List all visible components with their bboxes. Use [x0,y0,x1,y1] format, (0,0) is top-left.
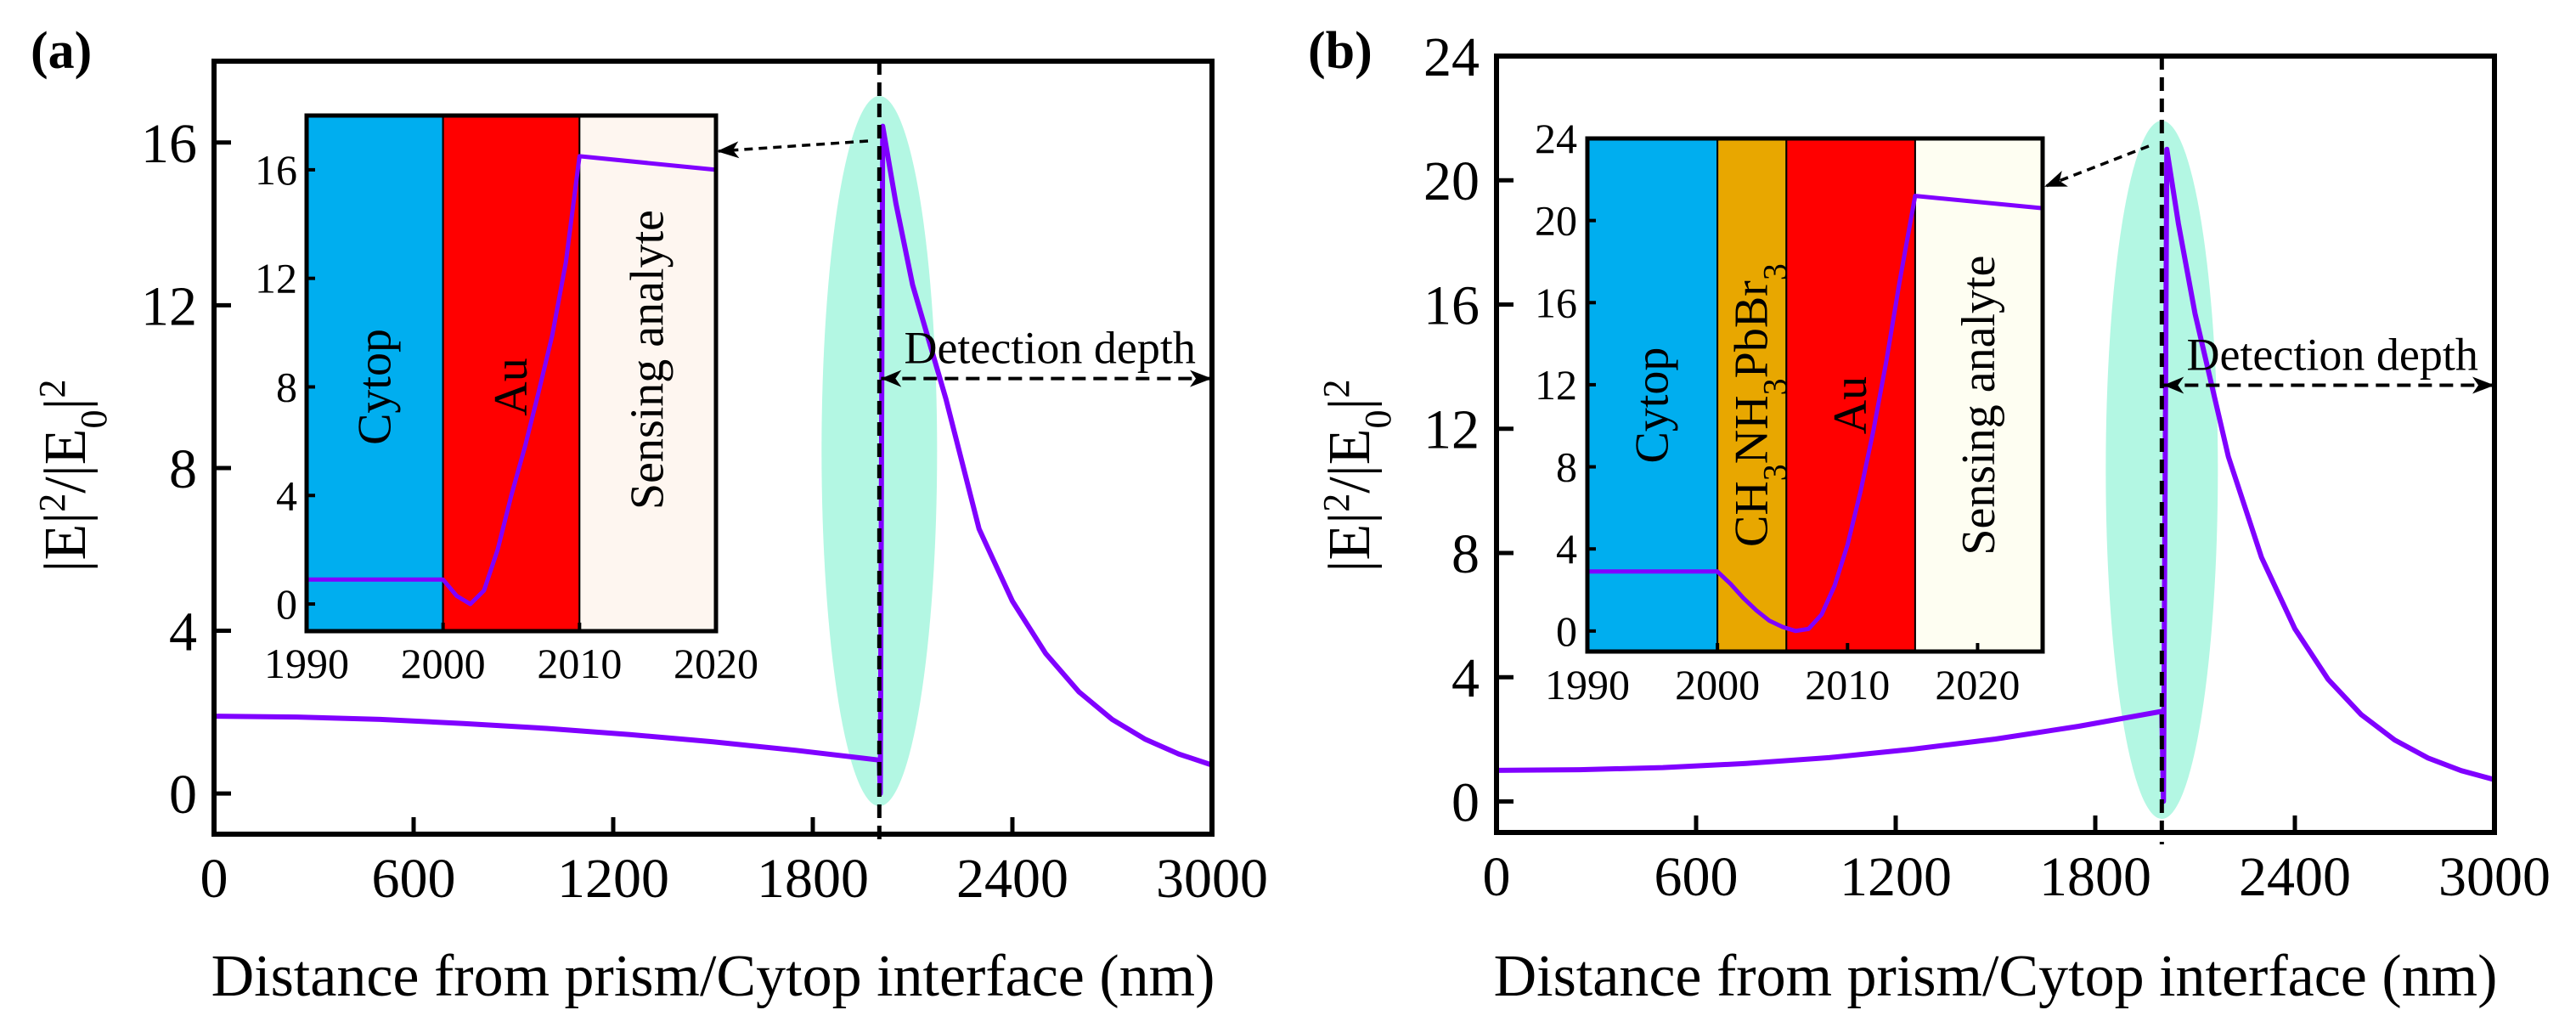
inset-y-tick-label: 4 [1556,525,1577,573]
x-tick-label: 3000 [1156,848,1268,910]
arrowhead-left [2163,376,2184,394]
layer-label-part: 3 [1756,378,1794,395]
x-tick-label: 1800 [2039,846,2151,908]
inset-y-tick-label: 20 [1535,197,1577,245]
y-tick-label: 16 [141,113,197,175]
inset-y-tick-label: 16 [1535,279,1577,326]
detection-depth-label: Detection depth [2186,330,2477,381]
inset-x-tick-label: 2000 [1675,661,1760,708]
panel-label: (b) [1308,22,1373,80]
y-tick-label: 20 [1423,150,1480,212]
y-axis-title-part: 2 [1316,379,1357,398]
y-tick-label: 16 [1423,274,1480,336]
x-tick-label: 600 [372,848,456,910]
inset-y-tick-label: 12 [255,255,297,302]
inset-layer-label: Sensing analyte [622,210,674,510]
y-axis-title-part: 0 [1357,409,1399,428]
x-tick-label: 3000 [2438,846,2551,908]
inset-y-tick-label: 0 [276,580,297,628]
x-tick-label: 1200 [557,848,669,910]
inset-x-tick-label: 2000 [401,640,486,687]
y-axis-title-part: /|E [1317,428,1383,493]
main-axes-frame [211,59,1215,837]
detection-depth-label: Detection depth [904,323,1195,374]
layer-label-part: NH [1726,395,1778,464]
y-tick-label: 8 [169,438,197,500]
inset-axes-frame [304,113,719,634]
inset-layer-label: Cytop [348,329,401,445]
inset-x-tick-label: 2010 [537,640,622,687]
inset-y-tick-label: 4 [276,471,297,519]
main-axes-frame [1494,54,2497,835]
y-axis-title-part: | [1317,398,1383,409]
y-tick-label: 4 [1451,647,1480,709]
inset-x-tick-label: 1990 [264,640,349,687]
arrowhead-left [881,370,902,387]
y-axis-title-part: | [33,398,99,409]
layer-label-part: 3 [1756,464,1794,481]
inset-y-tick-label: 8 [276,363,297,410]
inset-x-tick-label: 1990 [1545,661,1630,708]
x-tick-label: 1200 [1840,846,1952,908]
inset-layer-label: Au [485,358,538,415]
x-tick-label: 600 [1654,846,1739,908]
x-axis-title: Distance from prism/Cytop interface (nm) [211,944,1215,1009]
inset-x-tick-label: 2020 [674,640,758,687]
inset-field-line [307,154,717,607]
y-axis-title-part: 2 [31,379,73,398]
x-tick-label: 0 [200,848,228,910]
y-axis-title: |E|2/|E0|2 [31,379,115,572]
layer-label-part: PbBr [1726,280,1778,378]
inset-y-tick-label: 8 [1556,443,1577,491]
inset-layer-label: CH3NH3PbBr3 [1726,263,1795,547]
inset-field-line [1587,194,2043,634]
inset-layer-cytop [306,115,444,632]
y-tick-label: 24 [1423,26,1480,88]
y-axis-title-part: |E| [1317,512,1383,573]
y-tick-label: 8 [1451,523,1480,585]
layer-label-part: CH [1726,481,1778,547]
y-axis-title-part: 2 [1316,494,1357,512]
inset-y-tick-label: 12 [1535,361,1577,409]
y-tick-label: 0 [169,764,197,826]
y-tick-label: 4 [169,601,197,663]
inset-x-tick-label: 2010 [1805,661,1890,708]
y-axis-title: |E|2/|E0|2 [1316,379,1399,572]
inset-pointer-arrow [717,139,869,159]
y-tick-label: 0 [1451,771,1480,833]
inset-layer-label: Sensing analyte [1953,256,2005,556]
inset-axes-frame [1585,136,2045,654]
inset-layer-label: Au [1824,376,1877,434]
panel-label: (a) [31,22,92,80]
field-intensity-line [1496,146,2495,804]
y-tick-label: 12 [141,275,197,337]
field-intensity-line [213,123,1213,797]
layer-label-part: 3 [1756,263,1794,280]
x-tick-label: 0 [1483,846,1511,908]
y-axis-title-part: 2 [31,494,73,512]
y-axis-title-part: |E| [33,512,99,573]
x-tick-label: 1800 [757,848,869,910]
inset-layer-sensing-analyte [578,115,717,632]
y-axis-title-part: /|E [33,428,99,493]
y-axis-title-part: 0 [73,409,115,428]
inset-x-tick-label: 2020 [1935,661,2020,708]
inset-layer-label: Cytop [1626,347,1679,464]
inset-y-tick-label: 16 [255,146,297,194]
x-axis-title: Distance from prism/Cytop interface (nm) [1494,944,2498,1009]
inset-y-tick-label: 24 [1535,115,1577,162]
x-tick-label: 2400 [956,848,1068,910]
inset-y-tick-label: 0 [1556,607,1577,655]
x-tick-label: 2400 [2239,846,2351,908]
inset-layer-au [1785,138,1916,652]
y-tick-label: 12 [1423,399,1480,461]
inset-pointer-arrow [2044,144,2150,188]
